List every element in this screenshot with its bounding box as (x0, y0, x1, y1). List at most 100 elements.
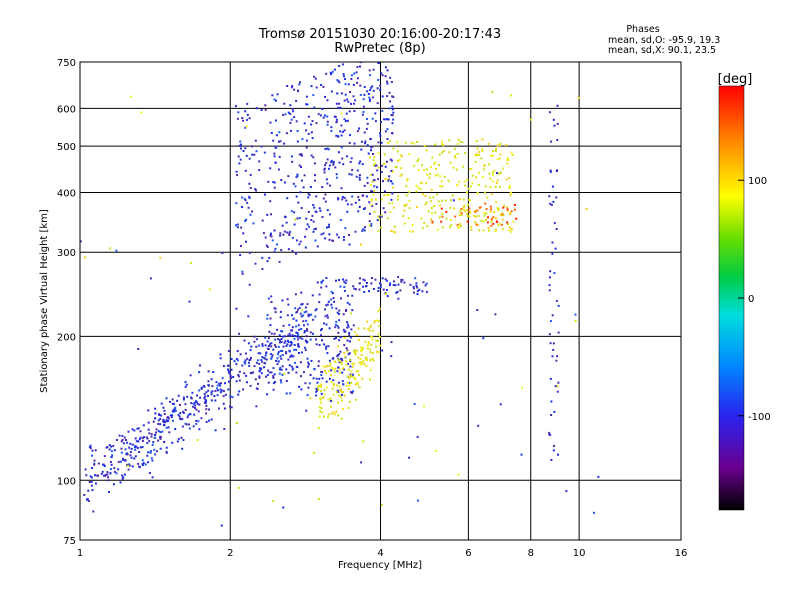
data-point (366, 182, 369, 184)
data-point (325, 304, 328, 307)
data-point (256, 387, 259, 390)
data-point (126, 453, 129, 456)
data-point (406, 178, 409, 181)
data-point (153, 436, 156, 439)
data-point (372, 89, 375, 92)
data-point (249, 213, 252, 216)
data-point (110, 463, 113, 466)
data-point (497, 208, 500, 211)
data-point (367, 152, 370, 155)
data-point (396, 198, 399, 201)
data-point (139, 436, 142, 439)
data-point (149, 277, 152, 280)
data-point (344, 83, 347, 86)
data-point (507, 223, 509, 226)
data-point (287, 371, 290, 374)
data-point (413, 291, 415, 294)
data-point (342, 313, 345, 316)
data-point (312, 204, 315, 206)
data-point (413, 164, 416, 167)
data-point (389, 76, 392, 79)
data-point (300, 166, 302, 168)
data-point (167, 417, 170, 420)
data-point (259, 367, 262, 370)
data-point (236, 350, 239, 353)
data-point (250, 356, 252, 359)
data-point (325, 161, 328, 164)
data-point (450, 224, 453, 227)
data-point (148, 472, 151, 474)
data-point (342, 390, 345, 393)
data-point (248, 361, 250, 364)
data-point (509, 191, 512, 194)
data-point (298, 164, 301, 167)
data-point (337, 331, 340, 334)
data-point (368, 212, 371, 215)
data-point (299, 191, 302, 194)
data-point (424, 195, 427, 197)
colorbar-label: [deg] (718, 72, 753, 87)
data-point (205, 404, 208, 407)
data-point (335, 410, 338, 413)
data-point (475, 153, 478, 156)
data-point (304, 306, 307, 309)
data-point (283, 142, 286, 145)
data-point (391, 105, 394, 108)
data-point (441, 213, 444, 215)
data-point (362, 440, 365, 443)
data-point (303, 330, 306, 332)
data-point (343, 286, 346, 288)
data-point (241, 364, 244, 367)
data-point (252, 371, 255, 374)
data-point (327, 345, 330, 348)
data-point (337, 135, 340, 138)
y-tick-label: 600 (57, 104, 76, 115)
data-point (407, 217, 410, 219)
data-point (349, 91, 351, 93)
data-point (371, 180, 374, 183)
data-point (310, 359, 313, 362)
data-point (318, 397, 321, 400)
data-point (502, 206, 505, 209)
data-point (274, 381, 277, 383)
data-point (346, 339, 349, 342)
data-point (392, 95, 395, 98)
data-point (357, 339, 360, 341)
data-point (351, 309, 354, 312)
data-point (338, 385, 341, 388)
data-point (399, 174, 402, 177)
data-point (186, 416, 189, 419)
data-point (181, 425, 184, 428)
data-point (171, 441, 174, 444)
data-point (248, 251, 251, 254)
data-point (337, 106, 340, 109)
data-point (121, 457, 124, 460)
data-point (391, 95, 394, 98)
data-point (380, 198, 383, 201)
data-point (277, 338, 280, 340)
data-point (310, 154, 313, 157)
data-point (348, 110, 351, 113)
data-point (298, 217, 301, 219)
data-point (348, 243, 351, 246)
data-point (408, 207, 411, 210)
data-point (551, 314, 554, 317)
data-point (321, 411, 324, 414)
x-tick-label: 6 (465, 548, 471, 559)
data-point (333, 370, 336, 373)
data-point (265, 244, 268, 247)
data-point (310, 85, 313, 88)
data-point (495, 182, 498, 185)
data-point (283, 335, 286, 338)
data-point (343, 337, 346, 339)
data-point (330, 381, 333, 383)
data-point (462, 206, 465, 208)
data-point (244, 110, 247, 113)
data-point (150, 435, 153, 438)
data-point (440, 220, 443, 223)
data-point (320, 328, 323, 330)
data-point (552, 118, 555, 121)
data-point (287, 175, 290, 178)
data-point (335, 391, 338, 393)
data-point (327, 300, 330, 303)
